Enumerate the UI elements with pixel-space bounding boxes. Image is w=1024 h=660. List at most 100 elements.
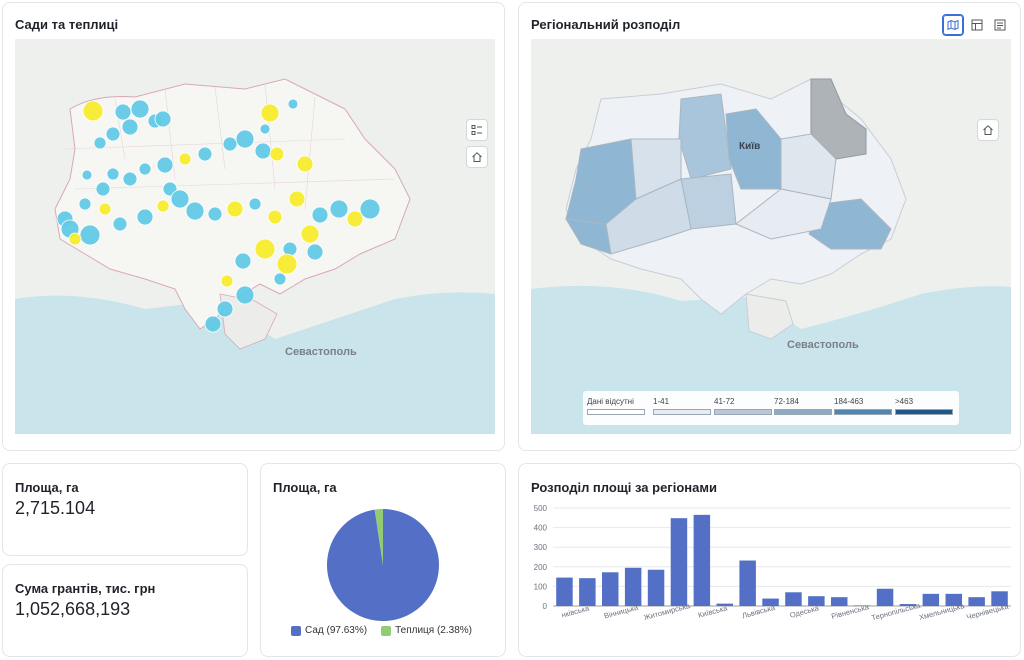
legend-item-teplytsia[interactable]: Теплиця (2.38%) xyxy=(381,625,472,636)
garden-marker[interactable] xyxy=(204,315,222,333)
greenhouse-marker[interactable] xyxy=(300,224,320,244)
garden-marker[interactable] xyxy=(216,300,234,318)
garden-marker[interactable] xyxy=(170,189,190,209)
bar[interactable] xyxy=(762,598,779,606)
y-tick-label: 400 xyxy=(534,524,548,533)
greenhouse-marker[interactable] xyxy=(260,103,280,123)
garden-marker[interactable] xyxy=(197,146,213,162)
greenhouse-marker[interactable] xyxy=(288,190,306,208)
gardens-map[interactable]: Севастополь xyxy=(15,39,495,434)
bar[interactable] xyxy=(785,592,802,606)
card-title: Регіональний розподіл xyxy=(531,17,681,32)
garden-marker[interactable] xyxy=(311,206,329,224)
garden-marker[interactable] xyxy=(121,118,139,136)
greenhouse-marker[interactable] xyxy=(296,155,314,173)
garden-marker[interactable] xyxy=(207,206,223,222)
greenhouse-marker[interactable] xyxy=(98,202,112,216)
garden-marker[interactable] xyxy=(359,198,381,220)
bar[interactable] xyxy=(968,597,985,606)
garden-marker[interactable] xyxy=(154,110,172,128)
garden-marker[interactable] xyxy=(235,285,255,305)
greenhouse-marker[interactable] xyxy=(276,253,298,275)
bar[interactable] xyxy=(624,567,642,606)
garden-marker[interactable] xyxy=(222,136,238,152)
greenhouse-marker[interactable] xyxy=(346,210,364,228)
garden-marker[interactable] xyxy=(329,199,349,219)
garden-marker[interactable] xyxy=(234,252,252,270)
regional-map-svg xyxy=(531,39,1011,434)
garden-marker[interactable] xyxy=(79,224,101,246)
greenhouse-marker[interactable] xyxy=(220,274,234,288)
legend-swatch xyxy=(834,409,892,415)
table-icon xyxy=(971,19,983,31)
bar[interactable] xyxy=(899,604,917,606)
greenhouse-marker[interactable] xyxy=(178,152,192,166)
garden-marker[interactable] xyxy=(78,197,92,211)
greenhouse-marker[interactable] xyxy=(254,238,276,260)
map-view-button[interactable] xyxy=(942,14,964,36)
garden-marker[interactable] xyxy=(254,142,272,160)
greenhouse-marker[interactable] xyxy=(156,199,170,213)
home-button[interactable] xyxy=(977,119,999,141)
garden-marker[interactable] xyxy=(248,197,262,211)
greenhouse-marker[interactable] xyxy=(82,100,104,122)
bar[interactable] xyxy=(853,605,871,606)
garden-marker[interactable] xyxy=(95,181,111,197)
garden-marker[interactable] xyxy=(156,156,174,174)
bar[interactable] xyxy=(991,591,1008,606)
bar[interactable] xyxy=(876,588,894,606)
garden-marker[interactable] xyxy=(112,216,128,232)
pie-card: Площа, га Сад (97.63%) Теплиця (2.38%) xyxy=(260,463,506,657)
bar[interactable] xyxy=(808,596,825,606)
greenhouse-marker[interactable] xyxy=(226,200,244,218)
garden-marker[interactable] xyxy=(136,208,154,226)
garden-marker[interactable] xyxy=(273,272,287,286)
regional-map[interactable]: Київ Севастополь Дані відсутні 1-41 41-7… xyxy=(531,39,1011,434)
bar[interactable] xyxy=(716,603,733,606)
bar[interactable] xyxy=(945,593,962,606)
bar-card: Розподіл площі за регіонами 0 100 200 300 40… xyxy=(518,463,1021,657)
bar[interactable] xyxy=(602,572,619,606)
bar[interactable] xyxy=(739,560,756,606)
map-icon xyxy=(947,19,959,31)
bar[interactable] xyxy=(831,597,848,606)
garden-marker[interactable] xyxy=(105,126,121,142)
garden-marker[interactable] xyxy=(138,162,152,176)
bar[interactable] xyxy=(670,518,688,606)
card-title: Площа, га xyxy=(273,480,337,495)
home-button[interactable] xyxy=(466,146,488,168)
garden-marker[interactable] xyxy=(306,243,324,261)
garden-marker[interactable] xyxy=(106,167,120,181)
details-view-button[interactable] xyxy=(989,14,1011,36)
legend-label: 72-184 xyxy=(774,397,799,406)
kpi-label: Сума грантів, тис. грн xyxy=(15,581,156,596)
garden-marker[interactable] xyxy=(185,201,205,221)
legend-item-sad[interactable]: Сад (97.63%) xyxy=(291,625,367,636)
sevastopol-label: Севастополь xyxy=(787,339,859,351)
table-view-button[interactable] xyxy=(966,14,988,36)
garden-marker[interactable] xyxy=(81,169,93,181)
greenhouse-marker[interactable] xyxy=(267,209,283,225)
legend-list-button[interactable] xyxy=(466,119,488,141)
pie-chart[interactable] xyxy=(261,502,507,632)
bar[interactable] xyxy=(556,577,573,606)
garden-marker[interactable] xyxy=(93,136,107,150)
greenhouse-marker[interactable] xyxy=(68,232,82,246)
bar[interactable] xyxy=(922,593,940,606)
bar[interactable] xyxy=(579,578,596,606)
garden-marker[interactable] xyxy=(130,99,150,119)
garden-marker[interactable] xyxy=(114,103,132,121)
y-tick-label: 300 xyxy=(534,543,548,552)
garden-marker[interactable] xyxy=(287,98,299,110)
legend-swatch xyxy=(895,409,953,415)
bar[interactable] xyxy=(693,514,711,606)
bar[interactable] xyxy=(647,569,665,606)
greenhouse-marker[interactable] xyxy=(269,146,285,162)
map-card-gardens: Сади та теплиці Севастополь xyxy=(2,2,505,451)
garden-marker[interactable] xyxy=(259,123,271,135)
kpi-value: 2,715.104 xyxy=(15,498,96,518)
legend-label: 184-463 xyxy=(834,397,864,406)
garden-marker[interactable] xyxy=(235,129,255,149)
garden-marker[interactable] xyxy=(122,171,138,187)
